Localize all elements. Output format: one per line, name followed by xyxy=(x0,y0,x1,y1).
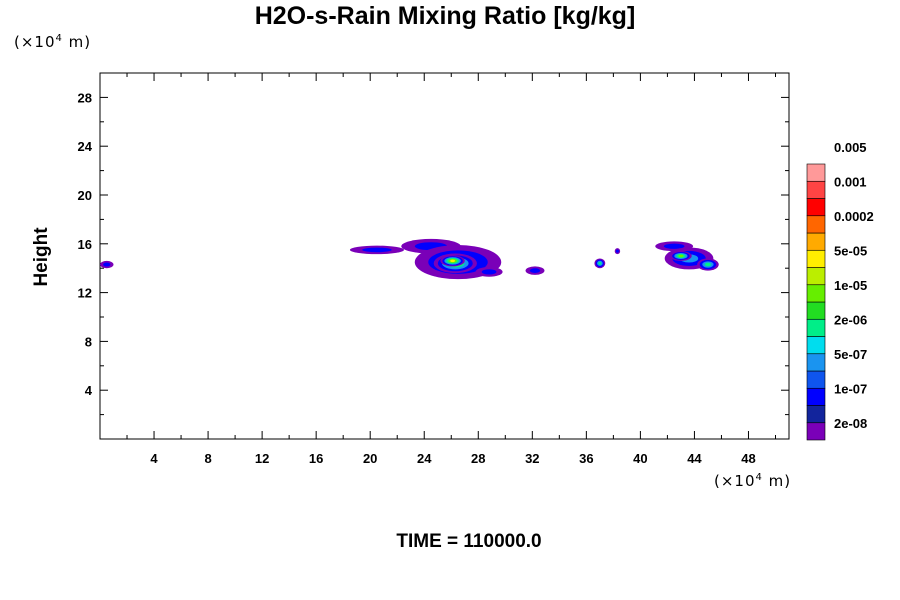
legend-swatch xyxy=(806,318,826,337)
legend-swatch xyxy=(806,336,826,355)
y-tick-label: 24 xyxy=(78,139,93,154)
legend-label: 5e-07 xyxy=(834,347,867,362)
feature-cloud-right-upper-ring-1 xyxy=(663,243,685,249)
feature-cloud-main-right-ring-1 xyxy=(481,269,497,275)
legend-swatch xyxy=(806,405,826,424)
legend-swatch xyxy=(806,370,826,389)
legend-label: 0.0002 xyxy=(834,209,874,224)
y-tick-label: 8 xyxy=(85,334,92,349)
y-unit-suffix: m) xyxy=(62,33,92,51)
x-tick-label: 24 xyxy=(417,451,432,466)
x-tick-label: 8 xyxy=(204,451,211,466)
y-tick-label: 4 xyxy=(85,383,93,398)
legend-label: 5e-05 xyxy=(834,243,867,258)
feature-cloud-dot-37-ring-3 xyxy=(598,261,602,265)
legend-label: 1e-07 xyxy=(834,381,867,396)
x-tick-label: 48 xyxy=(741,451,755,466)
feature-cloud-left-edge-ring-1 xyxy=(103,262,111,267)
legend-swatch xyxy=(806,232,826,251)
legend-label: 1e-05 xyxy=(834,278,867,293)
x-tick-label: 16 xyxy=(309,451,323,466)
legend-swatch xyxy=(806,422,826,441)
x-unit-prefix: (×10 xyxy=(714,472,756,490)
y-unit-prefix: (×10 xyxy=(14,33,56,51)
legend-swatch xyxy=(806,387,826,406)
y-unit-exponent: 4 xyxy=(55,33,63,44)
legend-swatch xyxy=(806,180,826,199)
legend-label: 0.005 xyxy=(834,140,867,155)
legend-swatch xyxy=(806,215,826,234)
y-tick-label: 28 xyxy=(78,90,92,105)
x-tick-label: 32 xyxy=(525,451,539,466)
chart-title: H2O-s-Rain Mixing Ratio [kg/kg] xyxy=(254,2,636,30)
feature-cloud-main-tail-ring-1 xyxy=(362,247,392,253)
legend-label: 2e-08 xyxy=(834,416,867,431)
legend-swatch xyxy=(806,301,826,320)
legend-swatch xyxy=(806,249,826,268)
x-tick-label: 28 xyxy=(471,451,485,466)
y-tick-label: 12 xyxy=(78,286,92,301)
x-tick-label: 44 xyxy=(687,451,702,466)
feature-cloud-small-32-ring-1 xyxy=(529,268,541,273)
feature-cloud-right-tail-ring-3 xyxy=(704,262,712,267)
x-tick-label: 20 xyxy=(363,451,377,466)
legend-swatch xyxy=(806,353,826,372)
legend-swatch xyxy=(806,163,826,182)
legend-swatch xyxy=(806,267,826,286)
x-axis-unit: (×104 m) xyxy=(714,472,791,490)
feature-cloud-dot-38-ring-1 xyxy=(615,249,619,253)
legend-swatch xyxy=(806,198,826,217)
rain-features xyxy=(100,238,719,280)
x-unit-exponent: 4 xyxy=(755,472,763,483)
x-tick-label: 36 xyxy=(579,451,593,466)
color-legend: 2e-08 1e-07 5e-07 2e-06 1e-05 5e-05 0.0002 0.00… xyxy=(806,140,874,441)
y-tick-label: 20 xyxy=(78,188,92,203)
x-tick-label: 40 xyxy=(633,451,647,466)
legend-swatch xyxy=(806,284,826,303)
y-tick-label: 16 xyxy=(78,237,92,252)
y-axis-unit: (×104 m) xyxy=(14,33,91,51)
x-tick-label: 12 xyxy=(255,451,269,466)
feature-cloud-right-core-ring-4 xyxy=(678,254,684,258)
x-tick-label: 4 xyxy=(150,451,158,466)
legend-label: 0.001 xyxy=(834,174,867,189)
time-label: TIME = 110000.0 xyxy=(396,531,542,552)
legend-label: 2e-06 xyxy=(834,312,867,327)
x-unit-suffix: m) xyxy=(762,472,792,490)
feature-cloud-main-peak-ring-5 xyxy=(450,259,455,263)
